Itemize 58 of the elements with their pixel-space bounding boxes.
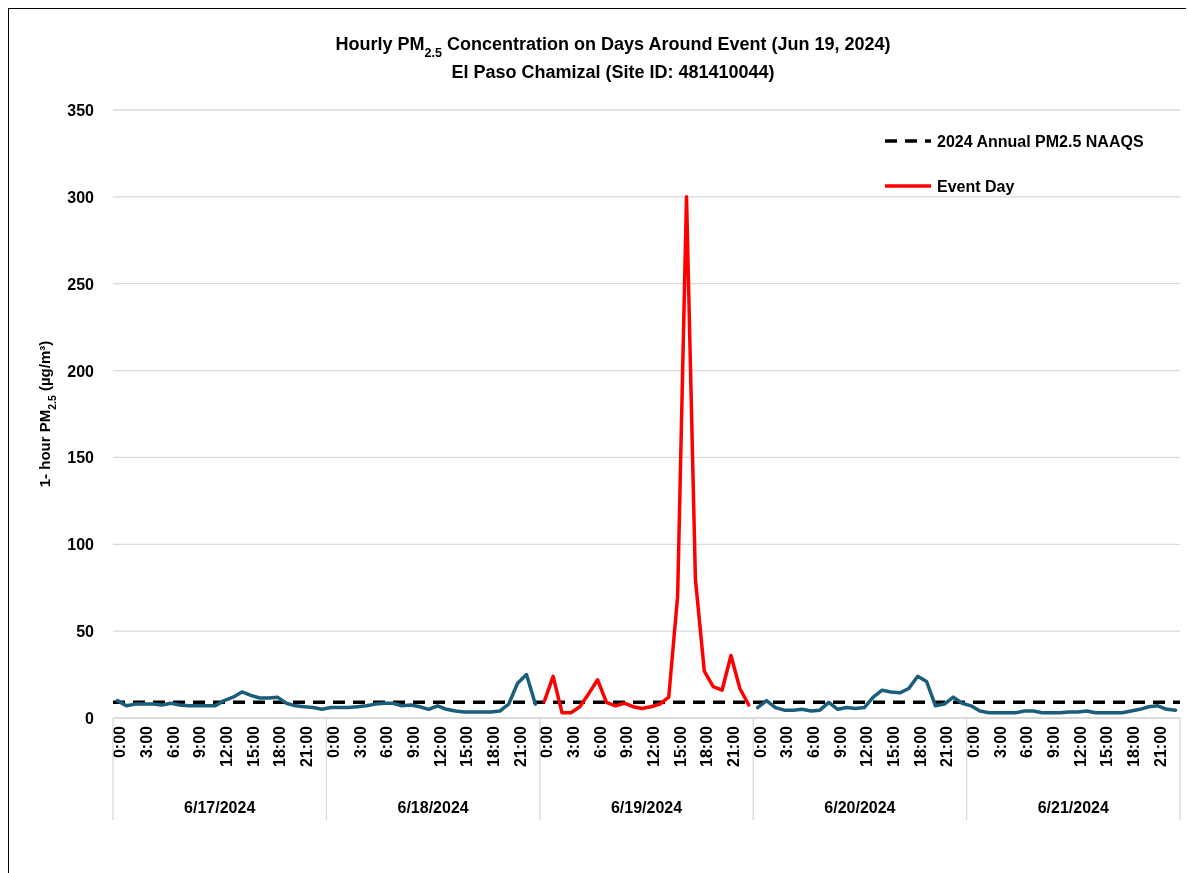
text: 6/19/2024: [610, 799, 683, 816]
x-tick-label: 9:00: [191, 725, 209, 759]
chart-subtitle: El Paso Chamizal (Site ID: 481410044): [451, 62, 775, 82]
x-tick-label: 18:00: [911, 725, 929, 767]
x-tick-label: 0:00: [538, 725, 556, 759]
y-tick-label: 350: [67, 102, 95, 119]
x-tick-label: 21:00: [511, 725, 529, 767]
x-tick-label: 0:00: [111, 725, 129, 759]
legend-label: 2024 Annual PM2.5 NAAQS: [937, 133, 1144, 150]
x-tick-label: 15:00: [885, 725, 903, 767]
x-tick-label: 18:00: [1125, 725, 1143, 767]
x-tick-label: 3:00: [991, 725, 1009, 759]
x-tick-label: 9:00: [618, 725, 636, 759]
x-tick-label: 21:00: [938, 725, 956, 767]
x-tick-label: 3:00: [138, 725, 156, 759]
x-tick-label: 12:00: [1071, 725, 1089, 767]
y-tick-label: 50: [76, 623, 95, 641]
x-tick-label: 18:00: [271, 725, 289, 767]
text: 6/18/2024: [397, 799, 469, 816]
x-tick-label: 12:00: [431, 725, 449, 767]
x-tick-label: 18:00: [484, 725, 502, 767]
y-tick-label: 100: [67, 536, 95, 554]
y-tick-label: 0: [85, 710, 95, 727]
x-tick-label: 15:00: [671, 725, 689, 767]
text: 6/20/2024: [824, 799, 896, 816]
x-tick-label: 15:00: [244, 725, 262, 767]
chart-title: Hourly PM$_{2.5}$ Concentration on Days Around Event (Jun 19, 2024): [335, 34, 891, 60]
x-tick-label: 0:00: [324, 725, 342, 759]
x-tick-label: 21:00: [1151, 725, 1169, 767]
x-tick-label: 0:00: [751, 725, 769, 759]
y-tick-label: 200: [67, 362, 95, 380]
x-tick-label: 21:00: [298, 725, 316, 767]
x-tick-label: 6:00: [1018, 725, 1036, 759]
x-tick-label: 3:00: [351, 725, 369, 759]
x-tick-label: 12:00: [858, 725, 876, 767]
x-tick-label: 6:00: [591, 725, 609, 759]
x-tick-label: 3:00: [564, 725, 582, 759]
x-tick-label: 21:00: [724, 725, 742, 767]
x-tick-label: 12:00: [644, 725, 662, 767]
x-tick-label: 9:00: [404, 725, 422, 759]
x-tick-label: 9:00: [831, 725, 849, 759]
y-tick-label: 250: [67, 275, 95, 293]
x-tick-label: 15:00: [1098, 725, 1116, 767]
y-tick-label: 150: [67, 449, 95, 467]
x-tick-label: 9:00: [1045, 725, 1063, 759]
x-tick-label: 3:00: [778, 725, 796, 759]
x-tick-label: 18:00: [698, 725, 716, 767]
legend-label: Event Day: [937, 178, 1015, 195]
x-tick-label: 6:00: [164, 725, 182, 759]
x-tick-label: 6:00: [805, 725, 822, 759]
x-tick-label: 6:00: [378, 725, 396, 759]
x-tick-label: 0:00: [965, 725, 983, 759]
text: 6/17/2024: [184, 799, 256, 816]
line-series: [542, 195, 751, 715]
x-tick-label: 15:00: [458, 725, 476, 767]
text: 6/21/2024: [1037, 799, 1109, 816]
x-tick-label: 12:00: [218, 725, 236, 767]
y-tick-label: 300: [67, 188, 95, 206]
